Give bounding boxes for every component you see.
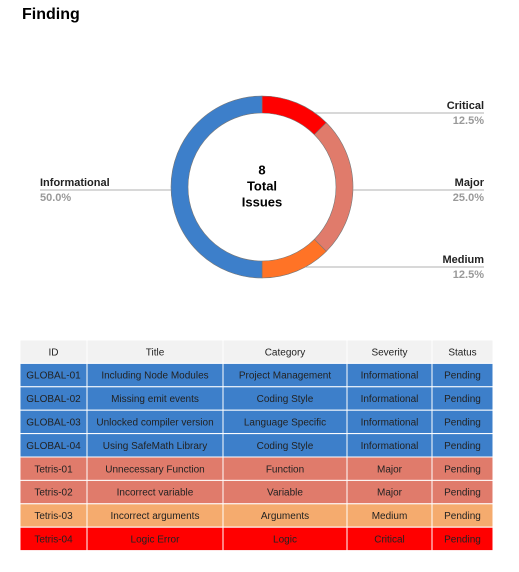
- cell-text: Medium: [372, 511, 408, 522]
- cell-text: Major: [377, 488, 403, 499]
- header-text: ID: [49, 347, 59, 358]
- value-label: 12.5%: [453, 269, 484, 281]
- section-title: Finding: [22, 6, 80, 23]
- cell-text: Unnecessary Function: [105, 464, 205, 475]
- cell-text: Informational: [361, 441, 419, 452]
- cell-text: Project Management: [239, 371, 331, 382]
- legend-label: Critical: [447, 100, 484, 112]
- cell-text: Language Specific: [244, 418, 326, 429]
- center-text: Total: [247, 178, 277, 193]
- cell-text: Major: [377, 464, 403, 475]
- cell-text: Logic: [273, 535, 297, 546]
- cell-text: GLOBAL-03: [26, 418, 81, 429]
- cell-text: Incorrect arguments: [111, 511, 200, 522]
- cell-text: GLOBAL-01: [26, 371, 81, 382]
- cell-text: Variable: [267, 488, 303, 499]
- cell-text: Logic Error: [131, 535, 181, 546]
- center-text: Issues: [242, 194, 282, 209]
- value-label: 12.5%: [453, 115, 484, 127]
- cell-text: Arguments: [261, 511, 309, 522]
- cell-text: Function: [266, 464, 304, 475]
- legend-label: Medium: [442, 254, 484, 266]
- cell-text: Pending: [444, 441, 481, 452]
- cell-text: Tetris-03: [34, 511, 73, 522]
- cell-text: Informational: [361, 371, 419, 382]
- header-text: Status: [448, 347, 476, 358]
- value-label: 50.0%: [40, 192, 71, 204]
- cell-text: Tetris-01: [34, 464, 73, 475]
- cell-text: Missing emit events: [111, 394, 199, 405]
- center-text: 8: [258, 162, 265, 177]
- cell-text: Pending: [444, 511, 481, 522]
- cell-text: Pending: [444, 464, 481, 475]
- cell-text: Informational: [361, 418, 419, 429]
- cell-text: Including Node Modules: [101, 371, 208, 382]
- legend-label: Informational: [40, 177, 110, 189]
- cell-text: Tetris-04: [34, 535, 73, 546]
- cell-text: Using SafeMath Library: [103, 441, 208, 452]
- donut-segment: [170, 95, 263, 279]
- header-text: Category: [265, 347, 306, 358]
- value-label: 25.0%: [453, 192, 484, 204]
- donut-segment: [261, 95, 327, 136]
- cell-text: Pending: [444, 418, 481, 429]
- cell-text: Pending: [444, 488, 481, 499]
- donut-segment: [261, 238, 327, 279]
- cell-text: Tetris-02: [34, 488, 73, 499]
- header-text: Title: [146, 347, 165, 358]
- cell-text: Coding Style: [257, 441, 314, 452]
- cell-text: Unlocked compiler version: [96, 418, 213, 429]
- cell-text: GLOBAL-04: [26, 441, 81, 452]
- cell-text: Pending: [444, 394, 481, 405]
- cell-text: GLOBAL-02: [26, 394, 81, 405]
- cell-text: Critical: [374, 535, 405, 546]
- donut-segment: [313, 122, 354, 252]
- cell-text: Coding Style: [257, 394, 314, 405]
- cell-text: Incorrect variable: [117, 488, 194, 499]
- cell-text: Pending: [444, 371, 481, 382]
- legend-label: Major: [455, 177, 485, 189]
- header-text: Severity: [371, 347, 407, 358]
- cell-text: Pending: [444, 535, 481, 546]
- cell-text: Informational: [361, 394, 419, 405]
- table-cell: [431, 526, 494, 552]
